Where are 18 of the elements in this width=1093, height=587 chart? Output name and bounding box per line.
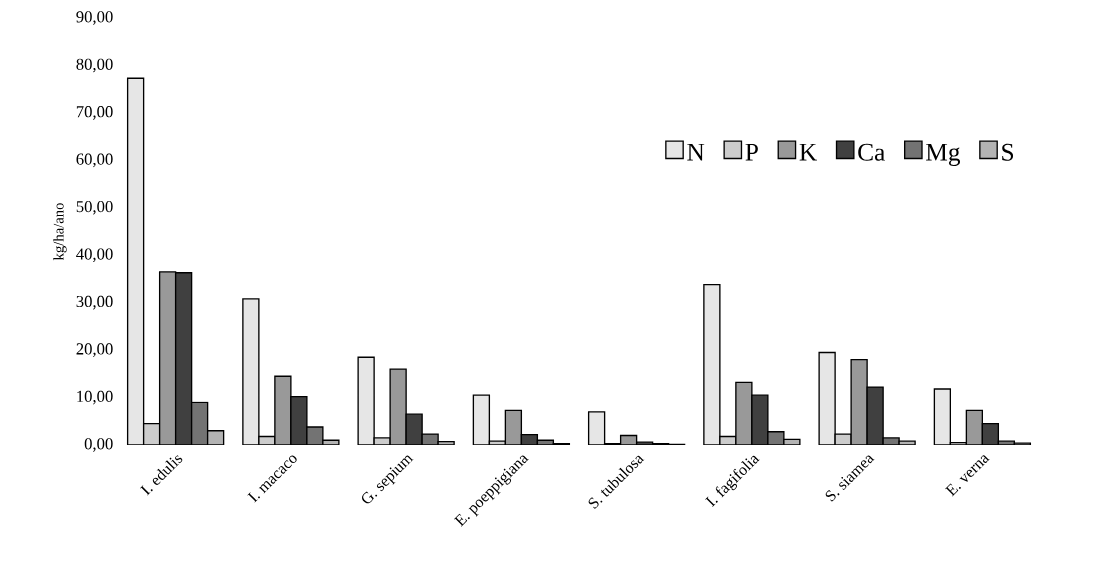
legend-label: Ca — [858, 143, 885, 161]
y-tick-label: 40,00 — [76, 248, 113, 263]
y-axis-title: kg/ha/ano — [53, 203, 67, 261]
x-tick-label: E. verna — [945, 455, 990, 497]
y-tick-label: 0,00 — [84, 438, 113, 452]
y-tick-label: 50,00 — [76, 200, 113, 215]
y-tick-label: 90,00 — [76, 11, 113, 25]
legend-label: Mg — [926, 143, 961, 166]
legend-label: N — [687, 143, 705, 161]
y-tick-label: 80,00 — [76, 58, 113, 73]
legend-label: S — [1002, 143, 1014, 161]
y-tick-label: 10,00 — [77, 390, 113, 405]
y-tick-label: 20,00 — [76, 343, 113, 357]
y-tick-label: 70,00 — [76, 106, 113, 120]
y-tick-label: 30,00 — [76, 295, 113, 310]
y-tick-label: 60,00 — [76, 153, 113, 168]
legend-label: K — [799, 143, 817, 161]
legend-label: P — [745, 143, 758, 161]
